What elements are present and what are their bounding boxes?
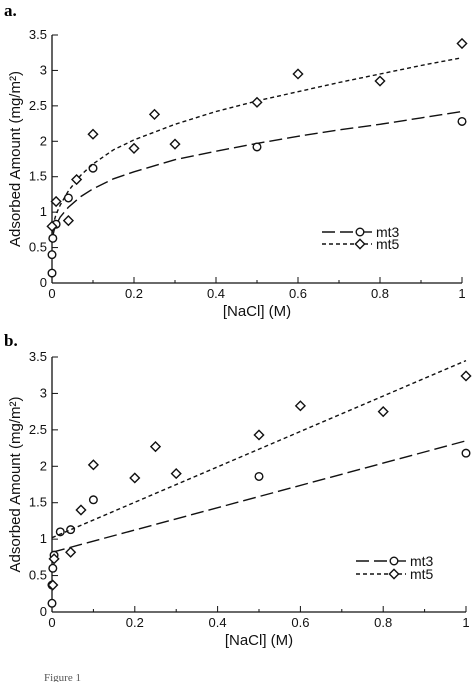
data-point-mt5: [251, 96, 263, 108]
x-axis-title: [NaCl] (M): [225, 632, 293, 649]
series-mt5: [46, 37, 468, 234]
data-point-mt5: [87, 128, 99, 140]
data-point-mt3: [48, 563, 58, 573]
x-tick-label: 0: [48, 286, 55, 301]
data-point-mt5: [129, 472, 141, 484]
chart-panel-2: b. 0 0.2 0.4 0.6 0.8 1 0 0.5 1 1.5 2 2.5 3 3.5 [NaCl] (…: [4, 331, 472, 649]
data-point-mt5: [46, 220, 58, 232]
data-point-mt3: [66, 525, 76, 535]
data-point-mt5: [294, 400, 306, 412]
legend-label-mt3: mt3: [410, 553, 434, 569]
series-mt5: [47, 359, 472, 591]
data-point-mt5: [75, 504, 87, 516]
x-tick-label: 0.6: [291, 615, 309, 630]
data-point-mt3: [63, 193, 73, 203]
x-tick-label: 0.8: [374, 615, 392, 630]
figure-caption: Figure 1: [44, 672, 81, 682]
legend-marker-mt5: [388, 568, 400, 580]
data-point-mt5: [47, 579, 59, 591]
series-mt3: [47, 110, 467, 278]
x-tick-label: 0: [48, 615, 55, 630]
data-point-mt3: [47, 268, 57, 278]
fit-line-mt3: [51, 440, 467, 553]
y-axis-title: Adsorbed Amount (mg/m²): [7, 71, 24, 247]
x-tick-label: 0.6: [289, 286, 307, 301]
legend-label-mt3: mt3: [376, 224, 400, 240]
panel-label: b.: [4, 331, 18, 350]
y-tick-label: 1.5: [29, 495, 47, 510]
fit-line-mt5: [51, 359, 467, 539]
data-point-mt5: [374, 75, 386, 87]
y-tick-label: 0: [40, 275, 47, 290]
data-point-mt5: [253, 429, 265, 441]
data-point-mt3: [254, 471, 264, 481]
x-tick-label: 0.2: [125, 286, 143, 301]
data-point-mt3: [457, 116, 467, 126]
data-point-mt3: [88, 495, 98, 505]
y-tick-label: 3: [40, 62, 47, 77]
data-point-mt5: [50, 195, 62, 208]
y-tick-label: 3.5: [29, 27, 47, 42]
chart-panel-1: a. 0 0.2 0.4 0.6 0.8 1 0 0.5 1 1.5 2 2.5 3 3.5 [NaCl] (…: [4, 1, 468, 320]
x-tick-label: 1: [458, 286, 465, 301]
data-point-mt5: [87, 459, 99, 471]
data-point-mt5: [71, 173, 83, 186]
data-point-mt5: [148, 108, 161, 120]
fit-line-mt3: [51, 110, 463, 241]
x-tick-label: 1: [462, 615, 469, 630]
data-point-mt3: [252, 142, 262, 152]
legend-marker-mt3: [355, 227, 365, 237]
y-tick-label: 3: [40, 385, 47, 400]
panel-label: a.: [4, 1, 17, 20]
y-tick-label: 0.5: [29, 240, 47, 255]
x-tick-label: 0.4: [209, 615, 227, 630]
legend-marker-mt5: [354, 238, 366, 250]
y-axis-title: Adsorbed Amount (mg/m²): [7, 397, 24, 573]
data-point-mt5: [62, 215, 74, 227]
data-point-mt5: [128, 142, 140, 154]
data-point-mt5: [65, 546, 77, 558]
y-tick-label: 0.5: [29, 568, 47, 583]
data-point-mt5: [456, 37, 468, 50]
y-tick-label: 0: [40, 604, 47, 619]
x-axis-title: [NaCl] (M): [223, 303, 291, 320]
y-tick-label: 2.5: [29, 422, 47, 437]
legend-label-mt5: mt5: [410, 566, 434, 582]
data-point-mt5: [460, 370, 472, 382]
y-tick-label: 2: [40, 133, 47, 148]
data-point-mt5: [377, 406, 389, 418]
series-mt3: [47, 440, 471, 608]
x-tick-label: 0.2: [126, 615, 144, 630]
y-tick-label: 1.5: [29, 169, 47, 184]
fit-line-mt5: [51, 57, 463, 234]
y-tick-label: 3.5: [29, 349, 47, 364]
data-point-mt3: [47, 598, 57, 608]
x-tick-label: 0.8: [371, 286, 389, 301]
y-tick-label: 2: [40, 458, 47, 473]
data-point-mt5: [149, 441, 162, 453]
data-point-mt3: [48, 233, 58, 243]
data-point-mt5: [292, 68, 304, 80]
x-tick-label: 0.4: [207, 286, 225, 301]
data-point-mt5: [169, 138, 181, 150]
data-point-mt3: [461, 448, 471, 458]
y-tick-label: 2.5: [29, 98, 47, 113]
data-point-mt5: [170, 467, 182, 480]
y-tick-label: 1: [40, 204, 47, 219]
y-tick-label: 1: [40, 531, 47, 546]
legend-label-mt5: mt5: [376, 236, 400, 252]
data-point-mt5: [48, 553, 60, 565]
data-point-mt3: [47, 250, 57, 260]
legend-marker-mt3: [389, 556, 399, 566]
